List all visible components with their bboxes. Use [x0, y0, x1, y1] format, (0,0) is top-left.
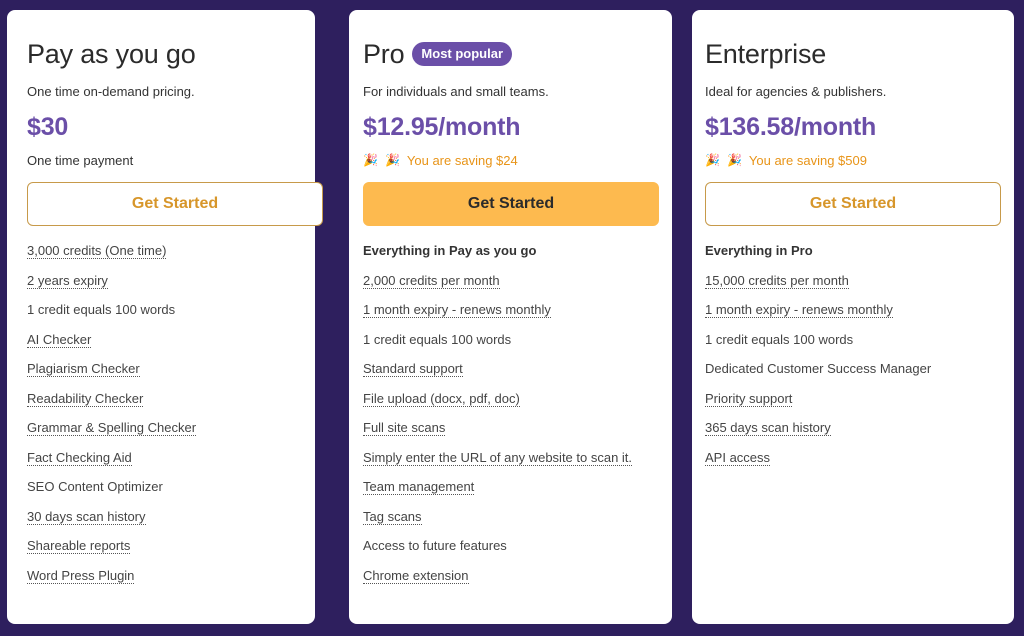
feature-item: File upload (docx, pdf, doc) [363, 390, 658, 420]
pricing-card-pro: Pro Most popular For individuals and sma… [349, 10, 672, 624]
plan-price: $30 [27, 113, 69, 141]
feature-item: 30 days scan history [27, 508, 301, 538]
plan-description: Ideal for agencies & publishers. [705, 84, 887, 99]
feature-item: Priority support [705, 390, 1000, 420]
feature-item: API access [705, 449, 1000, 479]
feature-item: Full site scans [363, 419, 658, 449]
plan-title: Enterprise [705, 38, 827, 69]
feature-item: 1 credit equals 100 words [705, 331, 1000, 361]
feature-item-text: 1 credit equals 100 words [363, 331, 512, 347]
pricing-card-pay-as-you-go: Pay as you go One time on-demand pricing… [7, 10, 323, 624]
party-popper-icon: 🎉 [726, 153, 742, 167]
feature-item-text: 1 credit equals 100 words [705, 331, 854, 347]
feature-item: Access to future features [363, 537, 658, 567]
feature-item: Fact Checking Aid [27, 449, 301, 479]
feature-item-tooltip-text[interactable]: Chrome extension [363, 567, 469, 584]
feature-item: Word Press Plugin [27, 567, 301, 597]
pricing-card-enterprise: Enterprise Ideal for agencies & publishe… [692, 10, 1014, 624]
feature-item-text: SEO Content Optimizer [27, 479, 163, 494]
feature-item: 3,000 credits (One time) [27, 242, 301, 272]
feature-item-tooltip-text[interactable]: 1 month expiry - renews monthly [363, 302, 551, 318]
feature-item-tooltip-text[interactable]: 3,000 credits (One time) [27, 243, 167, 259]
feature-item-tooltip-text[interactable]: Priority support [705, 390, 793, 407]
feature-item-tooltip-text[interactable]: Shareable reports [27, 538, 131, 554]
plan-saving-text: You are saving $509 [748, 152, 867, 168]
feature-item: 2,000 credits per month [363, 272, 658, 302]
feature-item: Plagiarism Checker [27, 360, 301, 390]
feature-item-tooltip-text[interactable]: Fact Checking Aid [27, 449, 132, 466]
plan-title-row: Enterprise [705, 38, 1000, 70]
feature-item-tooltip-text[interactable]: 365 days scan history [705, 420, 831, 436]
feature-item: SEO Content Optimizer [27, 478, 301, 508]
feature-item-tooltip-text[interactable]: Tag scans [363, 508, 422, 525]
feature-item: Team management [363, 478, 658, 508]
feature-item: 2 years expiry [27, 272, 301, 302]
feature-list: 3,000 credits (One time) 2 years expiry 1 … [27, 242, 301, 596]
feature-list: Everything in Pro 15,000 credits per mont… [705, 242, 1000, 478]
feature-item-tooltip-text[interactable]: 2,000 credits per month [363, 272, 500, 289]
feature-item-tooltip-text[interactable]: 15,000 credits per month [705, 272, 849, 289]
feature-item-tooltip-text[interactable]: Readability Checker [27, 390, 144, 407]
plan-title-row: Pay as you go [27, 38, 301, 70]
plan-saving-note: 🎉 🎉 You are saving $24 [363, 152, 658, 168]
feature-item: 15,000 credits per month [705, 272, 1000, 302]
most-popular-badge: Most popular [412, 42, 513, 66]
get-started-button[interactable]: Get Started [27, 182, 323, 226]
feature-item: 1 credit equals 100 words [27, 301, 301, 331]
feature-item: Tag scans [363, 508, 658, 538]
feature-item: 1 credit equals 100 words [363, 331, 658, 361]
feature-item-tooltip-text[interactable]: Simply enter the URL of any website to s… [363, 449, 633, 466]
plan-description: For individuals and small teams. [363, 84, 549, 99]
feature-item-tooltip-text[interactable]: File upload (docx, pdf, doc) [363, 390, 520, 407]
feature-item: Readability Checker [27, 390, 301, 420]
feature-item-text: 1 credit equals 100 words [27, 302, 176, 317]
feature-list-heading: Everything in Pay as you go [363, 243, 537, 258]
plan-saving-text: You are saving $24 [406, 152, 518, 168]
plan-saving-note: 🎉 🎉 You are saving $509 [705, 152, 1000, 168]
feature-item-tooltip-text[interactable]: Standard support [363, 361, 463, 377]
plan-title: Pro [363, 38, 405, 69]
feature-item: Chrome extension [363, 567, 658, 597]
feature-item-tooltip-text[interactable]: Team management [363, 479, 475, 495]
feature-item-tooltip-text[interactable]: API access [705, 449, 771, 466]
feature-item: AI Checker [27, 331, 301, 361]
feature-item-tooltip-text[interactable]: 1 month expiry - renews monthly [705, 302, 893, 318]
feature-item-tooltip-text[interactable]: 30 days scan history [27, 508, 146, 525]
feature-item: Dedicated Customer Success Manager [705, 360, 1000, 390]
plan-price: $136.58/month [705, 113, 877, 141]
feature-item: 365 days scan history [705, 419, 1000, 449]
feature-item-tooltip-text[interactable]: Full site scans [363, 420, 446, 436]
feature-item: 1 month expiry - renews monthly [705, 301, 1000, 331]
feature-item: 1 month expiry - renews monthly [363, 301, 658, 331]
feature-item: Simply enter the URL of any website to s… [363, 449, 658, 479]
feature-item: Grammar & Spelling Checker [27, 419, 301, 449]
plan-title-row: Pro Most popular [363, 38, 658, 70]
plan-title: Pay as you go [27, 38, 196, 69]
plan-price: $12.95/month [363, 113, 521, 141]
get-started-button[interactable]: Get Started [363, 182, 659, 226]
plan-note-text: One time payment [27, 152, 134, 168]
feature-item-text: Access to future features [363, 538, 507, 553]
feature-item-tooltip-text[interactable]: Plagiarism Checker [27, 361, 140, 377]
plan-note: One time payment [27, 152, 301, 168]
party-popper-icon: 🎉 [384, 153, 400, 167]
feature-list: Everything in Pay as you go 2,000 credits… [363, 242, 658, 596]
feature-item-tooltip-text[interactable]: 2 years expiry [27, 272, 108, 289]
feature-list-heading: Everything in Pro [705, 243, 813, 258]
feature-item-tooltip-text[interactable]: Grammar & Spelling Checker [27, 420, 197, 436]
feature-item: Shareable reports [27, 537, 301, 567]
get-started-button[interactable]: Get Started [705, 182, 1001, 226]
feature-item-text: Dedicated Customer Success Manager [705, 361, 932, 376]
feature-item-tooltip-text[interactable]: Word Press Plugin [27, 567, 135, 584]
feature-item-tooltip-text[interactable]: AI Checker [27, 331, 92, 348]
party-popper-icon: 🎉 [705, 153, 720, 167]
feature-item: Standard support [363, 360, 658, 390]
plan-description: One time on-demand pricing. [27, 84, 195, 99]
party-popper-icon: 🎉 [363, 153, 378, 167]
